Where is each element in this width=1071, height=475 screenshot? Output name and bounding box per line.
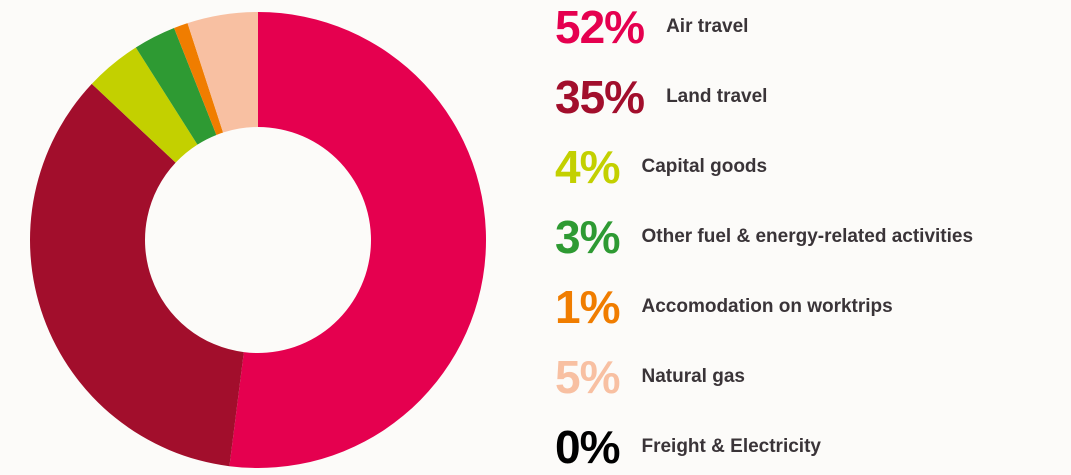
legend-item: 5% Natural gas — [555, 349, 745, 405]
legend-percent: 5% — [555, 351, 620, 403]
legend-label: Capital goods — [641, 156, 768, 177]
legend-label: Other fuel & energy-related activities — [641, 226, 974, 247]
donut-slice — [187, 12, 258, 133]
legend-label: Land travel — [666, 86, 768, 107]
legend-percent: 52% — [555, 1, 645, 53]
donut-slice — [174, 23, 224, 135]
legend-item: 35% Land travel — [555, 69, 767, 125]
legend-percent: 35% — [555, 71, 645, 123]
legend-label: Natural gas — [641, 366, 745, 387]
legend-item: 1% Accomodation on worktrips — [555, 279, 893, 335]
donut-slice — [30, 83, 244, 467]
legend-label: Freight & Electricity — [641, 436, 821, 457]
legend-item: 3% Other fuel & energy-related activities — [555, 209, 973, 265]
legend-item: 0% Freight & Electricity — [555, 419, 821, 475]
legend-item: 4% Capital goods — [555, 139, 767, 195]
legend-percent: 3% — [555, 211, 620, 263]
donut-slice — [135, 28, 217, 145]
legend-label: Accomodation on worktrips — [641, 296, 893, 317]
legend-percent: 1% — [555, 281, 620, 333]
donut-slice — [229, 12, 487, 468]
legend-item: 52% Air travel — [555, 0, 748, 55]
legend-percent: 0% — [555, 421, 620, 473]
donut-chart — [30, 12, 487, 468]
donut-slice — [91, 47, 198, 163]
legend-percent: 4% — [555, 141, 620, 193]
legend-label: Air travel — [666, 16, 749, 37]
